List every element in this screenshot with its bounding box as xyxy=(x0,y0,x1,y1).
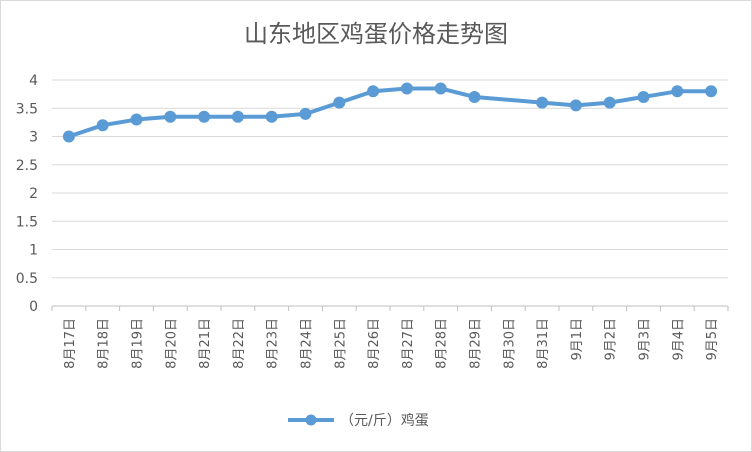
legend-marker xyxy=(305,414,317,426)
x-tick-label: 9月1日 xyxy=(570,318,585,361)
legend: （元/斤）鸡蛋 xyxy=(288,412,429,429)
data-point xyxy=(62,130,75,143)
x-tick-label: 8月26日 xyxy=(367,318,382,369)
data-point xyxy=(671,85,684,98)
x-tick-label: 8月19日 xyxy=(131,318,146,369)
x-axis-ticks: 8月17日 8月18日 8月19日 8月20日 8月21日 8月22日 8月23日 8月24日… xyxy=(51,306,729,369)
data-point xyxy=(400,82,413,95)
x-tick-label: 8月18日 xyxy=(97,318,112,369)
y-tick-label: 4 xyxy=(29,73,38,89)
data-point xyxy=(705,85,718,98)
data-point xyxy=(299,107,312,120)
x-tick-label: 9月5日 xyxy=(705,318,720,361)
x-tick-label: 8月30日 xyxy=(502,318,517,369)
y-axis-ticks: 0 0.5 1 1.5 2 2.5 3 3.5 4 xyxy=(16,73,38,315)
gridlines xyxy=(52,79,728,307)
x-tick-label: 8月25日 xyxy=(333,318,348,369)
data-point xyxy=(468,90,481,103)
x-tick-label: 8月23日 xyxy=(266,318,281,369)
x-tick-label: 8月22日 xyxy=(232,318,247,369)
data-point xyxy=(333,96,346,109)
series-line xyxy=(66,86,714,139)
x-tick-label: 8月24日 xyxy=(300,318,315,369)
y-tick-label: 1 xyxy=(29,243,38,259)
data-point xyxy=(231,110,244,123)
data-point xyxy=(198,110,211,123)
y-tick-label: 2.5 xyxy=(16,158,38,174)
data-point xyxy=(265,110,278,123)
y-tick-label: 0.5 xyxy=(16,271,38,287)
x-tick-label: 9月3日 xyxy=(638,318,653,361)
data-point xyxy=(130,113,143,126)
x-tick-label: 9月2日 xyxy=(604,318,619,361)
data-point xyxy=(637,90,650,103)
series-layer xyxy=(62,82,718,143)
x-tick-label: 8月28日 xyxy=(435,318,450,369)
x-tick-label: 8月17日 xyxy=(63,318,78,369)
x-tick-label: 9月4日 xyxy=(671,318,686,361)
data-point xyxy=(96,119,109,132)
y-tick-label: 3 xyxy=(29,130,38,146)
y-tick-label: 3.5 xyxy=(16,101,38,117)
data-point xyxy=(367,85,380,98)
x-tick-label: 8月31日 xyxy=(536,318,551,369)
data-point xyxy=(536,96,549,109)
data-point xyxy=(569,99,582,112)
x-tick-label: 8月27日 xyxy=(401,318,416,369)
y-tick-label: 1.5 xyxy=(16,214,38,230)
x-tick-label: 8月29日 xyxy=(469,318,484,369)
chart-title: 山东地区鸡蛋价格走势图 xyxy=(244,20,508,48)
x-tick-label: 8月20日 xyxy=(164,318,179,369)
x-tick-label: 8月21日 xyxy=(198,318,213,369)
y-tick-label: 0 xyxy=(29,299,38,315)
legend-label: （元/斤）鸡蛋 xyxy=(340,412,429,429)
data-point xyxy=(603,96,616,109)
data-point xyxy=(434,82,447,95)
data-point xyxy=(164,110,177,123)
y-tick-label: 2 xyxy=(29,186,38,202)
